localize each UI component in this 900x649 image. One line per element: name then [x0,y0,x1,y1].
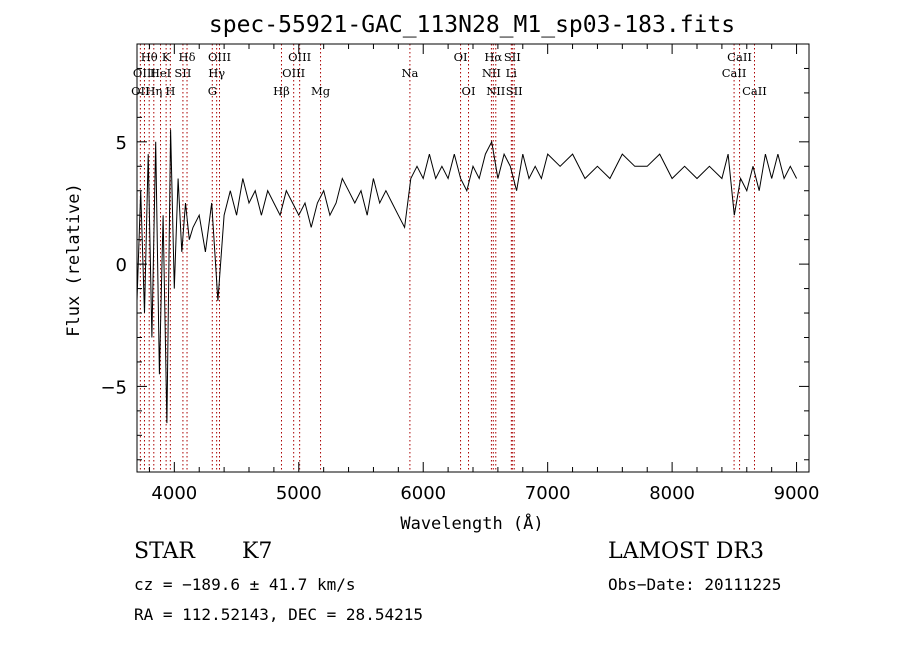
spectral-line-label: Hδ [179,50,196,64]
x-tick-label: 8000 [649,483,695,504]
spectral-line-label: CaII [722,66,747,80]
y-tick-label: 5 [116,133,127,154]
spectral-line-label: OI [454,50,468,64]
y-axis-label: Flux (relative) [64,183,84,337]
spectral-line-label: OIII [288,50,311,64]
spectral-line-label: SII [504,50,521,64]
x-tick-label: 7000 [525,483,571,504]
redshift-velocity: cz = −189.6 ± 41.7 km/s [134,575,356,594]
coordinates: RA = 112.52143, DEC = 28.54215 [134,605,423,624]
spectral-line-label: OIII [133,66,156,80]
spectral-line-label: Hη [145,84,162,98]
spectrum-series-line [136,129,798,424]
spectral-line-label: SII [174,66,191,80]
y-axis: −5 0 5 [100,67,809,461]
spectral-line-label: NII [486,84,505,98]
observation-date: Obs−Date: 20111225 [608,575,782,594]
spectral-line-label: SII [506,84,523,98]
y-tick-label: −5 [100,377,127,398]
spectral-line-label: H [165,84,175,98]
spectral-line-label: OI [462,84,476,98]
spectral-line-label: OIII [208,50,231,64]
spectral-line-label: HeI [150,66,171,80]
survey-name: LAMOST DR3 [608,539,764,564]
chart-title: spec-55921-GAC_113N28_M1_sp03-183.fits [209,12,735,38]
spectral-line-label: Mg [311,84,331,98]
object-class: STAR [134,539,195,564]
x-tick-label: 5000 [276,483,322,504]
spectral-line-labels: OII Hθ OIII Hη HeI K H SII Hδ OIII Hγ G Hβ OIII OIII Mg… [131,50,767,98]
spectral-line-label: Na [401,66,418,80]
spectral-line-label: Hα [484,50,502,64]
x-axis-label: Wavelength (Å) [400,512,543,534]
spectral-line-label: K [162,50,171,64]
spectral-line-label: Hβ [273,84,290,98]
spectral-line-label: Hγ [208,66,225,80]
plot-frame [136,43,810,473]
x-tick-label: 6000 [400,483,446,504]
spectral-line-label: G [208,84,217,98]
spectral-line-label: NII [482,66,501,80]
spectral-line-label: Li [506,66,518,80]
spectral-line-label: OII [131,84,150,98]
spectral-line-label: CaII [727,50,752,64]
spectral-line-label: OIII [282,66,305,80]
spectral-line-label: Hθ [141,50,158,64]
x-tick-label: 4000 [151,483,197,504]
x-tick-label: 9000 [774,483,820,504]
y-tick-label: 0 [116,255,127,276]
spectral-line-label: CaII [742,84,767,98]
x-axis: 4000 5000 6000 7000 8000 9000 [148,44,820,504]
spectral-line-markers [139,44,755,472]
object-subclass: K7 [242,539,273,564]
